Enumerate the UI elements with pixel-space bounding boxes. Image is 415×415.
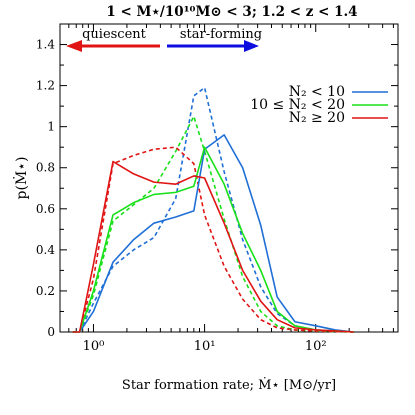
annotation-star-forming: star-forming [167,27,262,52]
plot-frame [59,23,399,333]
quiescent-label: quiescent [82,27,147,42]
x-tick-label: 10² [305,339,327,354]
y-tick-label: 0 [47,325,55,339]
series-dashed-line-5 [72,146,354,333]
y-tick-label: 0.2 [36,284,55,298]
y-tick-label: 0.6 [36,202,55,216]
star-forming-arrow-head [244,40,259,52]
legend-label-1: N₂ < 10 [289,84,345,100]
x-axis-labels: 10⁰ 10¹ 10² [83,339,327,354]
y-tick-label: 1.2 [36,79,55,93]
x-tick-label: 10⁰ [83,339,105,354]
x-axis-title: Star formation rate; Ṁ⋆ [M⊙/yr] [122,376,336,393]
y-axis-title: p(Ṁ⋆) [12,157,30,200]
legend-label-2: 10 ≤ N₂ < 20 [250,97,345,113]
annotation-quiescent: quiescent [66,27,160,52]
series-line-1 [72,146,354,333]
legend: N₂ < 10 10 ≤ N₂ < 20 N₂ ≥ 20 [250,84,388,126]
star-forming-label: star-forming [180,27,262,42]
axis-ticks [60,23,398,333]
y-tick-label: 1.4 [36,38,55,52]
y-axis-labels: 0 0.2 0.4 0.6 0.8 1 1.2 1.4 [36,38,55,339]
series-layer [72,86,354,333]
y-tick-label: 0.8 [36,161,55,175]
series-line-2 [72,160,354,333]
quiescent-arrow-head [66,40,82,52]
series-dashed-line-4 [72,115,354,333]
y-tick-label: 0.4 [36,243,55,257]
plot-area [59,23,399,333]
x-tick-label: 10¹ [194,339,216,354]
y-tick-label: 1 [47,120,55,134]
chart-title: 1 < M⋆/10¹⁰M⊙ < 3; 1.2 < z < 1.4 [106,4,357,20]
legend-label-3: N₂ ≥ 20 [289,110,345,126]
